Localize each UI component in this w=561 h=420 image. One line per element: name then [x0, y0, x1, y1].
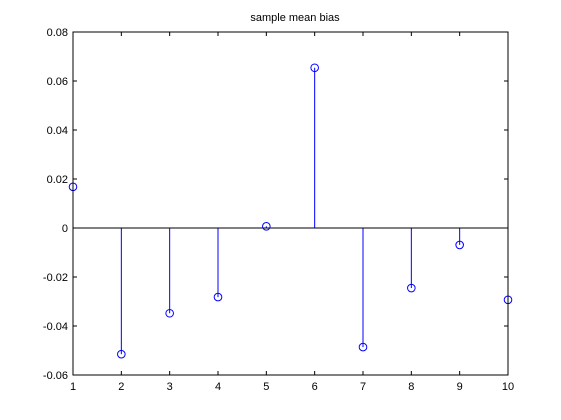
stem-marker — [262, 221, 271, 231]
stem-marker — [165, 308, 174, 318]
stem-marker — [407, 283, 416, 293]
stem-marker — [358, 342, 368, 352]
x-tick-label: 9 — [457, 381, 463, 393]
x-tick-label: 8 — [408, 381, 414, 393]
x-tick-label: 1 — [70, 381, 76, 393]
stem-marker — [117, 349, 126, 359]
x-tick-label: 2 — [118, 381, 124, 393]
x-tick-label: 10 — [502, 381, 514, 393]
x-tick-label: 4 — [215, 381, 221, 393]
x-tick-label: 5 — [263, 381, 269, 393]
y-tick-label: 0.08 — [47, 27, 68, 39]
y-tick-label: 0 — [62, 223, 68, 235]
y-tick-label: -0.02 — [43, 272, 68, 284]
x-tick-label: 6 — [312, 381, 318, 393]
stems-layer — [72, 67, 509, 355]
y-tick-label: 0.04 — [47, 125, 68, 137]
markers-layer — [68, 63, 513, 359]
y-tick-label: -0.06 — [43, 370, 68, 382]
axes-box — [72, 31, 509, 376]
x-tick-label: 7 — [360, 381, 366, 393]
axes-layer — [72, 31, 509, 376]
ticks-layer — [72, 31, 509, 376]
stem-marker — [213, 292, 223, 302]
y-tick-label: 0.06 — [47, 76, 68, 88]
stem-marker — [310, 63, 319, 73]
y-tick-label: -0.04 — [43, 321, 68, 333]
chart-title: sample mean bias — [250, 12, 340, 24]
labels-layer: 1 2 3 4 5 6 7 8 9 10 0.08 0.06 0.04 0.02 0 -0.02 -0.04 -0… — [43, 27, 514, 393]
x-tick-label: 3 — [167, 381, 173, 393]
stem-marker — [455, 240, 464, 250]
y-tick-label: 0.02 — [47, 174, 68, 186]
